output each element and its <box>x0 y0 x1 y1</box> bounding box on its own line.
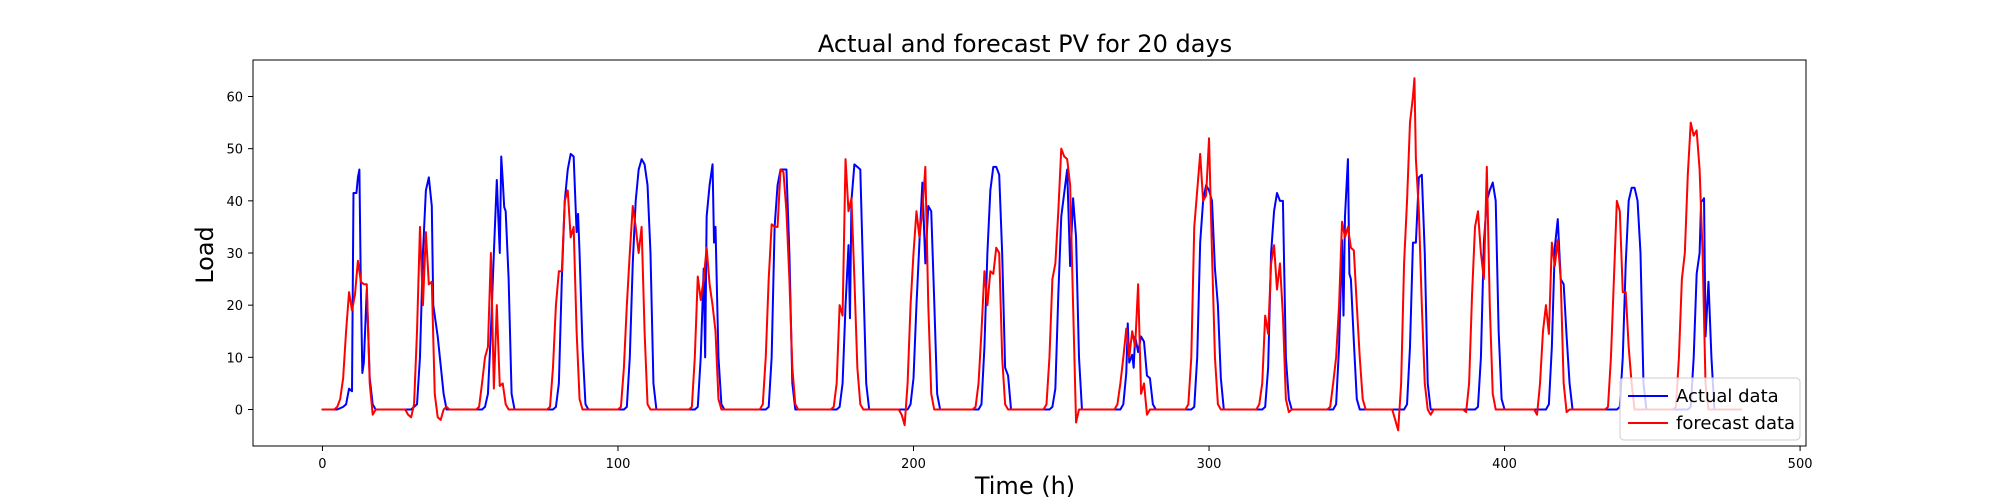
chart-title: Actual and forecast PV for 20 days <box>818 30 1232 58</box>
y-tick-label: 40 <box>226 195 243 210</box>
y-tick-label: 50 <box>226 143 243 158</box>
x-axis: 0 100 200 300 400 500 <box>318 446 1813 472</box>
legend-label: Actual data <box>1676 386 1779 407</box>
series-line-actual <box>321 152 1742 411</box>
series-layer <box>321 77 1742 432</box>
y-tick-label: 20 <box>226 299 243 314</box>
y-axis-label: Load <box>191 226 219 284</box>
x-tick-label: 100 <box>606 457 631 472</box>
legend: Actual data forecast data <box>1619 377 1801 441</box>
y-tick-label: 10 <box>226 351 243 366</box>
x-axis-label: Time (h) <box>974 472 1075 500</box>
series-line-forecast <box>321 77 1742 432</box>
y-axis: 0 10 20 30 40 50 60 <box>226 91 253 418</box>
x-tick-label: 300 <box>1197 457 1222 472</box>
y-tick-label: 60 <box>226 91 243 106</box>
legend-label: forecast data <box>1676 413 1795 434</box>
y-tick-label: 0 <box>235 403 243 418</box>
x-tick-label: 200 <box>901 457 926 472</box>
y-tick-label: 30 <box>226 247 243 262</box>
x-tick-label: 0 <box>318 457 326 472</box>
x-tick-label: 400 <box>1492 457 1517 472</box>
legend-box <box>1619 377 1801 441</box>
x-tick-label: 500 <box>1788 457 1813 472</box>
